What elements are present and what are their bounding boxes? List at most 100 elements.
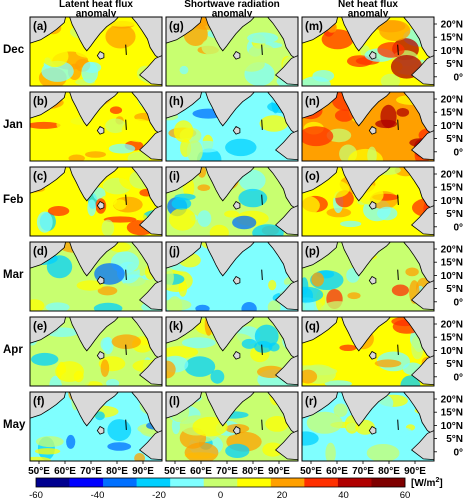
field-blob bbox=[396, 108, 410, 117]
field-blob bbox=[81, 61, 99, 84]
panel-i: (i) bbox=[165, 166, 299, 237]
colorbar-segment bbox=[69, 478, 104, 487]
field-blob bbox=[184, 356, 216, 377]
field-blob bbox=[184, 442, 219, 461]
y-tick-label: 5°N bbox=[446, 134, 463, 145]
field-blob bbox=[252, 224, 284, 236]
field-blob bbox=[31, 352, 59, 366]
field-blob bbox=[339, 344, 357, 351]
panel-label: (c) bbox=[33, 171, 47, 183]
land-mass bbox=[302, 242, 339, 269]
y-tick-label: 5°N bbox=[446, 284, 463, 295]
field-blob bbox=[192, 416, 228, 437]
field-blob bbox=[232, 215, 257, 230]
anomaly-field bbox=[30, 392, 162, 461]
y-tick-label: 20°N bbox=[441, 95, 463, 106]
y-tick-label: 20°N bbox=[441, 320, 463, 331]
land-mass bbox=[368, 350, 377, 360]
colorbar-tick-label: -60 bbox=[29, 490, 43, 500]
land-mass bbox=[267, 242, 298, 286]
y-tick-label: 10°N bbox=[441, 46, 463, 57]
land-mass bbox=[96, 200, 105, 210]
land-mass bbox=[69, 392, 119, 427]
land-mass bbox=[274, 130, 298, 161]
anomaly-field bbox=[30, 92, 162, 161]
colorbar-segment bbox=[237, 478, 272, 487]
land-mass bbox=[30, 167, 67, 194]
y-tick-label: 15°N bbox=[441, 33, 463, 44]
land-mass bbox=[138, 130, 162, 161]
panel-m: (m) bbox=[301, 16, 435, 87]
field-blob bbox=[30, 54, 45, 68]
island bbox=[125, 344, 127, 355]
land-mass bbox=[232, 275, 241, 285]
field-blob bbox=[197, 184, 211, 191]
island bbox=[125, 119, 127, 130]
land-mass bbox=[267, 17, 298, 61]
land-mass bbox=[138, 205, 162, 236]
land-mass bbox=[341, 17, 391, 52]
panel-label: (r) bbox=[305, 396, 317, 408]
y-tick-label: 5°N bbox=[446, 59, 463, 70]
field-blob bbox=[224, 210, 240, 218]
land-mass bbox=[138, 55, 162, 86]
field-blob bbox=[268, 279, 277, 291]
land-mass bbox=[410, 430, 434, 461]
panel-label: (q) bbox=[305, 321, 320, 333]
field-blob bbox=[302, 286, 324, 303]
panel-frame bbox=[29, 316, 163, 387]
y-tick-label: 10°N bbox=[441, 271, 463, 282]
panel-label: (n) bbox=[305, 96, 320, 108]
land-mass bbox=[131, 92, 162, 136]
field-blob bbox=[347, 292, 361, 300]
land-mass bbox=[232, 200, 241, 210]
land-mass bbox=[30, 92, 67, 119]
y-tick-label: 10°N bbox=[441, 346, 463, 357]
land-mass bbox=[302, 17, 339, 44]
colorbar-segment bbox=[136, 478, 171, 487]
field-blob bbox=[326, 128, 352, 143]
y-tick-label: 20°N bbox=[441, 245, 463, 256]
land-mass bbox=[131, 17, 162, 61]
island bbox=[261, 344, 263, 355]
panel-label: (d) bbox=[33, 246, 48, 258]
land-mass bbox=[166, 92, 203, 119]
field-blob bbox=[169, 208, 196, 231]
field-blob bbox=[100, 359, 110, 378]
field-blob bbox=[134, 453, 145, 461]
colorbar-segment bbox=[103, 478, 137, 487]
field-blob bbox=[66, 434, 76, 449]
land-mass bbox=[267, 317, 298, 361]
field-blob bbox=[75, 46, 103, 58]
anomaly-field bbox=[166, 167, 298, 236]
field-blob bbox=[73, 370, 84, 383]
field-blob bbox=[116, 317, 129, 328]
field-blob bbox=[210, 369, 225, 384]
field-blob bbox=[105, 24, 136, 49]
land-mass bbox=[96, 350, 105, 360]
anomaly-field bbox=[166, 17, 298, 86]
land-mass bbox=[410, 205, 434, 236]
panel-frame bbox=[29, 391, 163, 462]
field-blob bbox=[30, 299, 45, 311]
x-tick-label: 80°E bbox=[378, 466, 400, 477]
field-blob bbox=[249, 126, 278, 150]
field-blob bbox=[384, 426, 413, 437]
panel-c: (c) bbox=[29, 166, 163, 237]
land-mass bbox=[232, 50, 241, 60]
row-label: Jan bbox=[3, 119, 23, 131]
field-blob bbox=[335, 109, 354, 122]
island bbox=[125, 44, 127, 55]
panel-label: (i) bbox=[169, 171, 180, 183]
land-mass bbox=[302, 392, 339, 419]
field-blob bbox=[30, 417, 50, 435]
field-blob bbox=[30, 456, 51, 461]
panel-label: (a) bbox=[33, 21, 47, 33]
panel-frame bbox=[301, 391, 435, 462]
anomaly-field bbox=[302, 392, 434, 461]
field-blob bbox=[375, 119, 397, 129]
field-blob bbox=[302, 194, 320, 216]
colorbar-segment bbox=[203, 478, 238, 487]
land-mass bbox=[166, 317, 203, 344]
field-blob bbox=[128, 56, 156, 63]
